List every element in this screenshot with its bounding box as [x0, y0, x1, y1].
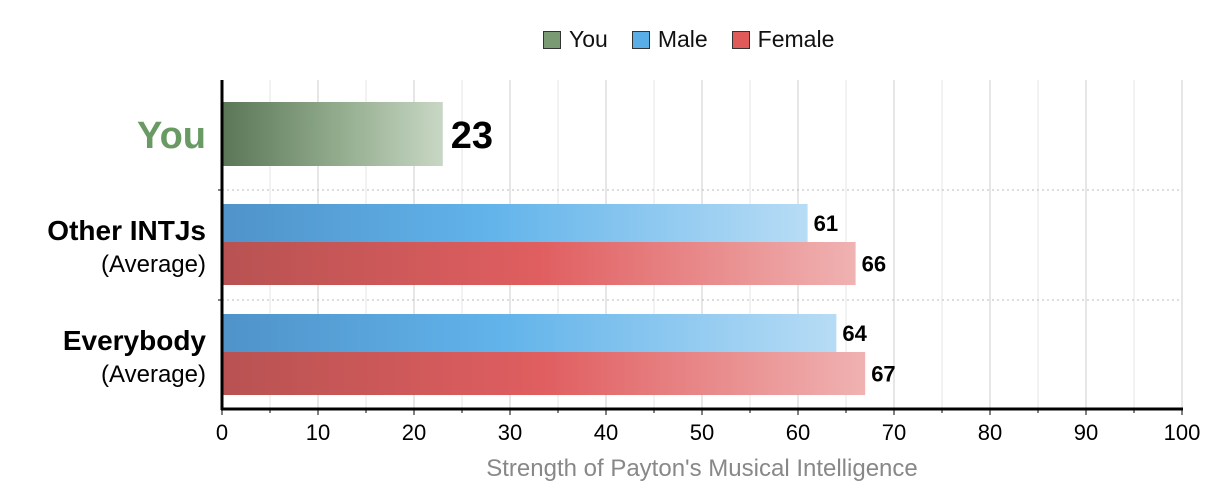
legend-label-you: You [569, 26, 608, 52]
x-tick-label: 0 [216, 420, 228, 445]
x-tick-label: 70 [882, 420, 906, 445]
category-label-you: You [137, 115, 206, 157]
legend-swatch-male [631, 30, 650, 49]
x-tick-label: 30 [498, 420, 522, 445]
x-tick-label: 90 [1074, 420, 1098, 445]
legend-item-female: Female [731, 26, 835, 53]
bar-female-1 [222, 242, 856, 285]
category-sublabel-2: (Average) [101, 361, 206, 388]
data-label-male-2: 64 [842, 321, 867, 346]
legend-label-male: Male [657, 26, 708, 52]
x-axis-title: Strength of Payton's Musical Intelligenc… [486, 455, 917, 482]
category-label-2: Everybody [63, 325, 207, 356]
data-label-you-0: 23 [451, 115, 493, 157]
legend-swatch-you [543, 30, 561, 49]
data-label-male-1: 61 [814, 211, 838, 236]
x-tick-label: 100 [1164, 420, 1201, 445]
x-tick-label: 80 [978, 420, 1002, 445]
category-sublabel-1: (Average) [101, 251, 206, 278]
x-tick-label: 60 [786, 420, 810, 445]
legend-label-female: Female [757, 26, 835, 52]
data-label-female-1: 66 [862, 252, 886, 277]
x-tick-label: 20 [402, 420, 426, 445]
legend-item-you: You [543, 26, 608, 53]
x-tick-label: 50 [690, 420, 714, 445]
chart-legend: You Male Female [543, 26, 834, 53]
bar-you-0 [222, 102, 443, 166]
bar-male-1 [222, 204, 808, 242]
x-tick-label: 10 [306, 420, 330, 445]
data-label-female-2: 67 [871, 362, 895, 387]
bar-female-2 [222, 352, 866, 395]
legend-item-male: Male [631, 26, 708, 53]
bar-male-2 [222, 314, 837, 352]
category-label-1: Other INTJs [47, 215, 206, 246]
legend-swatch-female [731, 30, 750, 49]
x-tick-label: 40 [594, 420, 618, 445]
